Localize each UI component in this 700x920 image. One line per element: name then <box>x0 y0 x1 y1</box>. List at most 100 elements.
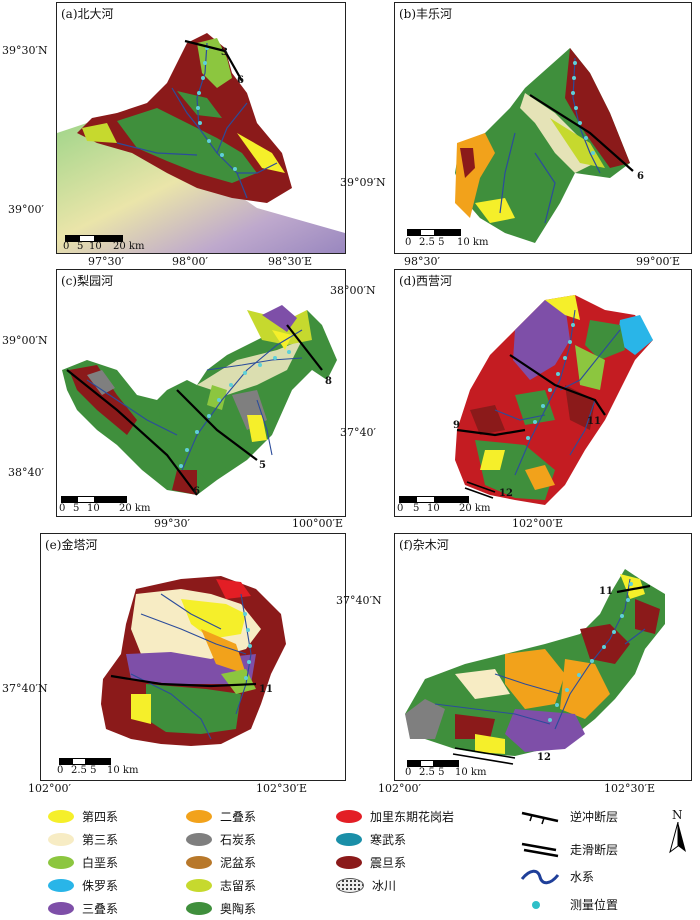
longitude-label: 102°00′E <box>512 517 564 530</box>
fault-number: 6 <box>193 486 200 497</box>
legend-label: 第三系 <box>82 833 119 847</box>
basin-map <box>57 33 345 253</box>
scale-label: 0 <box>57 765 64 776</box>
scale-label: 0 <box>397 503 404 514</box>
panel-title: (f)杂木河 <box>399 538 449 552</box>
panel-title: (b)丰乐河 <box>399 7 453 21</box>
legend-item: 加里东期花岗岩 <box>336 808 454 825</box>
measurement-point-icon <box>532 900 540 909</box>
panel-title: (d)西营河 <box>399 274 453 288</box>
longitude-label: 98°30′ <box>404 255 440 268</box>
longitude-label: 102°30′E <box>604 782 656 795</box>
panel-xiying-river: (d)西营河 9 11 12 0 5 10 20 km <box>394 269 692 517</box>
scale-label: 20 km <box>459 503 491 514</box>
thrust-fault <box>184 39 243 82</box>
legend-symbol-strike-slip: 走滑断层 <box>520 840 618 858</box>
basin-map <box>101 576 286 746</box>
legend-item: 二叠系 <box>186 808 256 825</box>
legend-label: 走滑断层 <box>570 842 619 857</box>
legend-item: 三叠系 <box>48 900 118 917</box>
scale-label: 5 <box>413 503 420 514</box>
scale-label: 10 km <box>455 767 487 778</box>
legend-item: 石炭系 <box>186 831 256 848</box>
legend-label: 水系 <box>570 870 595 884</box>
legend-item: 第四系 <box>48 808 118 825</box>
legend-item: 泥盆系 <box>186 854 256 871</box>
legend-label: 三叠系 <box>82 902 119 916</box>
measurement-points <box>196 46 237 171</box>
scale-label: 10 <box>427 503 440 514</box>
latitude-label: 39°00′ <box>8 203 44 216</box>
latitude-label: 37°40′N <box>2 682 48 695</box>
scale-bar <box>407 229 461 236</box>
latitude-label: 38°40′ <box>8 466 44 479</box>
latitude-label: 39°09′N <box>340 176 386 189</box>
color-swatch <box>186 856 212 869</box>
latitude-label: 39°30′N <box>2 44 48 57</box>
river-icon <box>520 869 560 884</box>
fault-number: 8 <box>325 376 332 387</box>
legend-item: 寒武系 <box>336 831 406 848</box>
fault-number: 6 <box>637 171 644 182</box>
strike-slip-fault-icon <box>521 842 559 858</box>
scale-label: 10 km <box>107 765 139 776</box>
panel-fengle-river: (b)丰乐河 6 0 2.5 5 10 km <box>394 2 692 254</box>
latitude-label: 38°00′N <box>330 284 376 297</box>
fault-number: 11 <box>587 416 601 427</box>
legend-label: 加里东期花岗岩 <box>370 810 455 824</box>
legend-symbol-measurement: 测量位置 <box>520 896 618 913</box>
color-swatch <box>336 833 362 846</box>
fault-number: 6 <box>237 75 244 86</box>
scale-label: 0 <box>63 241 70 252</box>
color-swatch <box>48 856 74 869</box>
legend-label: 白垩系 <box>82 856 119 870</box>
legend-item: 冰川 <box>336 877 396 894</box>
longitude-label: 99°30′ <box>154 517 190 530</box>
legend-label: 测量位置 <box>570 898 619 912</box>
longitude-label: 102°00′ <box>378 782 421 795</box>
scale-label: 2.5 5 <box>419 767 445 778</box>
panel-zamu-river: (f)杂木河 11 12 0 2.5 5 10 km <box>394 533 692 781</box>
north-label: N <box>672 808 683 822</box>
legend-label: 震旦系 <box>370 856 407 870</box>
fault-number: 3 <box>221 47 228 58</box>
color-swatch <box>186 810 212 823</box>
longitude-label: 97°30′ <box>88 255 124 268</box>
legend-label: 寒武系 <box>370 833 407 847</box>
color-swatch <box>48 902 74 915</box>
basin-map <box>62 305 337 496</box>
legend-item: 白垩系 <box>48 854 118 871</box>
latitude-label: 37°40′N <box>336 594 382 607</box>
north-arrow-icon <box>669 822 686 854</box>
fault-number: 12 <box>537 752 551 763</box>
panel-jinta-river: (e)金塔河 11 0 2.5 5 10 km <box>40 533 346 781</box>
longitude-label: 102°30′E <box>256 782 308 795</box>
legend-symbol-thrust: 逆冲断层 <box>520 808 618 825</box>
color-swatch <box>48 879 74 892</box>
scale-label: 5 <box>77 241 84 252</box>
glacier-swatch-icon <box>336 878 364 893</box>
scale-label: 0 <box>59 503 66 514</box>
legend-label: 泥盆系 <box>220 856 257 870</box>
color-swatch <box>48 810 74 823</box>
panel-title: (e)金塔河 <box>45 538 98 552</box>
scale-bar <box>59 758 111 765</box>
scale-label: 5 <box>73 503 80 514</box>
basin-map <box>405 569 665 765</box>
scale-bar <box>399 496 469 503</box>
legend-label: 石炭系 <box>220 833 257 847</box>
longitude-label: 98°00′ <box>172 255 208 268</box>
legend-item: 奥陶系 <box>186 900 256 917</box>
scale-label: 10 <box>89 241 102 252</box>
fault-number: 12 <box>499 488 513 499</box>
scale-label: 2.5 5 <box>71 765 97 776</box>
scale-label: 10 <box>87 503 100 514</box>
legend-label: 二叠系 <box>220 810 257 824</box>
scale-label: 20 km <box>113 241 145 252</box>
fault-number: 11 <box>259 684 273 695</box>
scale-bar <box>65 235 123 242</box>
scale-label: 20 km <box>119 503 151 514</box>
panel-title: (c)梨园河 <box>61 274 114 288</box>
longitude-label: 99°00′E <box>636 255 681 268</box>
scale-label: 10 km <box>457 237 489 248</box>
